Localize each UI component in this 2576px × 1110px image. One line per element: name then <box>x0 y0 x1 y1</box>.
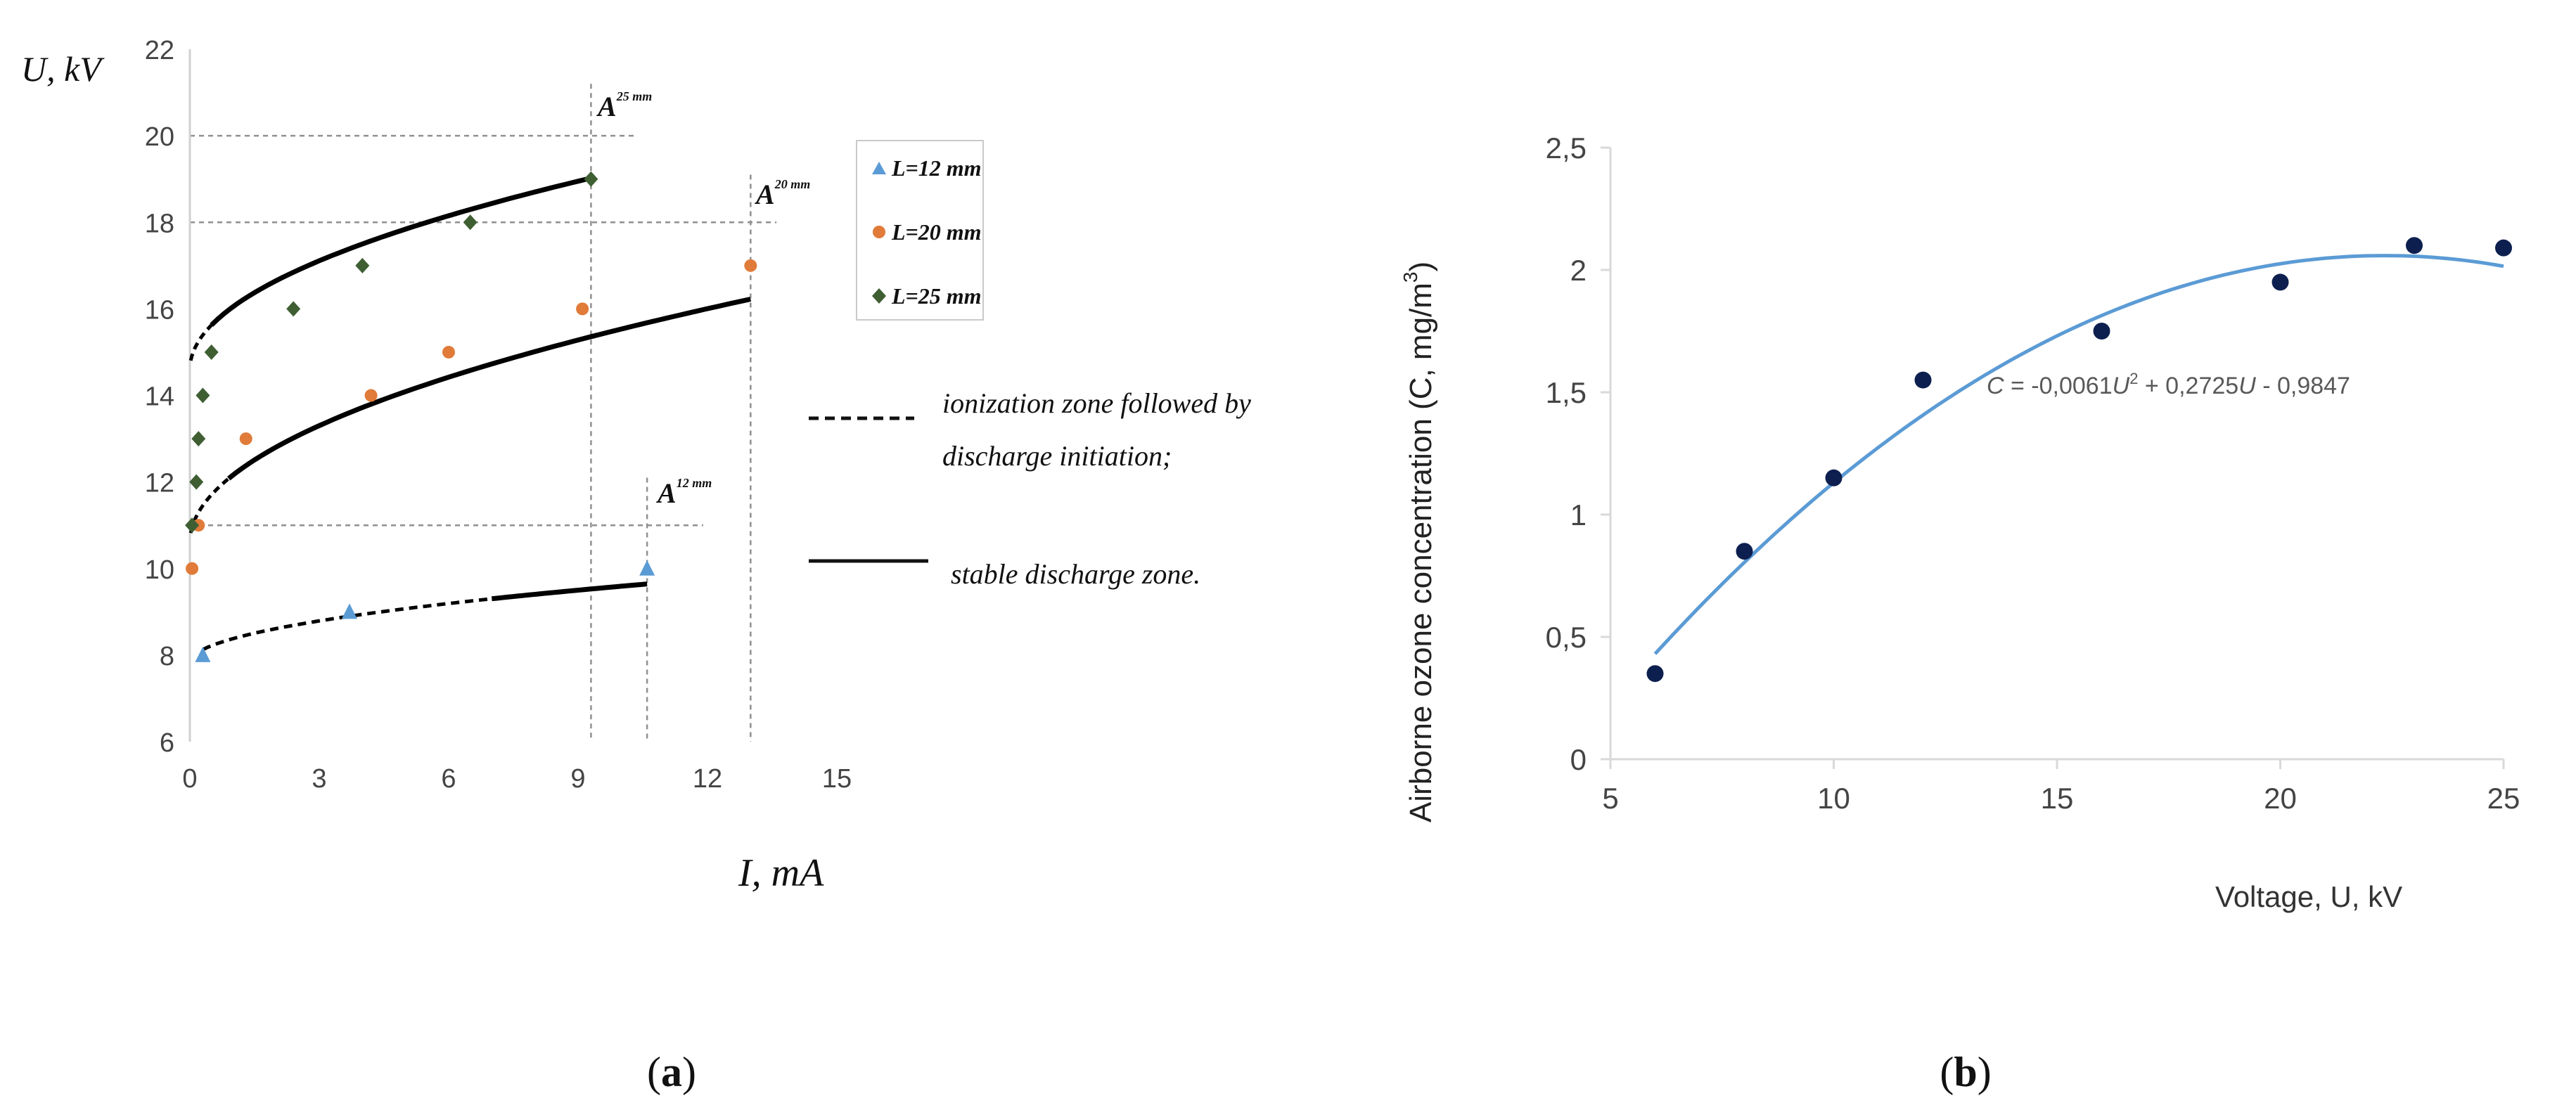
a-point-l25 <box>584 171 598 187</box>
a-y-tick-label: 12 <box>145 469 174 498</box>
a-point-l20 <box>442 345 455 359</box>
b-x-tick-label: 25 <box>2487 782 2520 815</box>
a-point-l25 <box>355 257 370 273</box>
b-x-axis-title: Voltage, U, kV <box>2215 880 2402 913</box>
b-y-tick-label: 0,5 <box>1546 621 1587 654</box>
a-point-l20 <box>239 432 252 446</box>
a-y-tick-label: 18 <box>145 209 174 238</box>
a-point-l12 <box>195 646 211 662</box>
panel-b-caption: (b) <box>1940 1049 1991 1095</box>
a-curve-25-ionization <box>188 323 213 361</box>
a-point-l20 <box>576 302 589 316</box>
a-x-tick-label: 15 <box>822 764 852 794</box>
a-legend: L=12 mm L=20 mm L=25 mm <box>856 140 984 321</box>
a-point-l25 <box>286 301 301 317</box>
a-point-l25 <box>191 431 206 447</box>
a-point-l20 <box>186 562 199 575</box>
panel-a-caption: (a) <box>647 1049 696 1095</box>
a-point-l20 <box>364 389 378 402</box>
a-curve-12-stable <box>491 581 648 602</box>
a-point-l25 <box>185 517 200 534</box>
a-fitted-curves <box>188 175 752 652</box>
a-curve-20-ionization <box>188 477 230 534</box>
a-point-l25 <box>463 214 478 231</box>
b-data-point <box>2093 323 2110 340</box>
b-trendline-curve <box>1653 254 2504 655</box>
a-curve-20-stable <box>227 297 752 481</box>
a-point-l12 <box>341 603 357 619</box>
b-x-tick-label: 5 <box>1602 782 1618 815</box>
a-y-tick-label: 8 <box>160 642 174 671</box>
b-data-point <box>1825 469 1843 486</box>
a-legend-diamond-icon <box>872 288 886 304</box>
a-legend-triangle-icon <box>872 162 886 174</box>
a-x-axis-title: I, mA <box>738 851 824 895</box>
b-data-point <box>2495 239 2512 257</box>
b-data-points <box>1646 237 2512 683</box>
b-trendline-gap <box>1975 339 1996 360</box>
a-y-tick-label: 10 <box>145 555 174 585</box>
a-legend-label-12: L=12 mm <box>891 155 982 181</box>
b-y-tick-label: 1,5 <box>1546 376 1587 409</box>
b-data-point <box>2271 273 2289 291</box>
b-data-point <box>1736 543 1753 560</box>
b-y-tick-label: 0 <box>1570 743 1587 776</box>
a-axes: 6 8 10 12 14 16 18 20 22 0 3 6 9 12 15 <box>145 36 852 794</box>
b-y-tick-label: 1 <box>1570 498 1587 531</box>
a-x-tick-label: 6 <box>441 764 456 794</box>
a-y-tick-label: 6 <box>160 728 174 758</box>
a-legend-label-20: L=20 mm <box>891 219 982 245</box>
a-reference-guides <box>190 84 777 742</box>
a-ref-label-20: A20 mm <box>754 177 810 210</box>
a-curve-25-stable <box>210 175 592 327</box>
b-y-axis-title: Airborne ozone concentration (C, mg/m3) <box>1399 262 1438 822</box>
b-y-tick-label: 2 <box>1570 254 1587 287</box>
b-trendline <box>1653 254 2504 655</box>
a-point-l25 <box>196 387 210 404</box>
b-trend-equation: C = -0,0061U2 + 0,2725U - 0,9847 <box>1987 370 2350 399</box>
b-x-tick-label: 15 <box>2041 782 2074 815</box>
b-x-tick-label: 10 <box>1817 782 1850 815</box>
b-data-point <box>1646 665 1664 683</box>
a-x-tick-label: 12 <box>693 764 722 794</box>
a-legend-solid-text: stable discharge zone. <box>951 558 1200 590</box>
b-data-point <box>2406 237 2423 254</box>
a-curve-12-ionization <box>202 597 492 652</box>
a-legend-frame <box>856 140 984 321</box>
b-axes: 0 0,5 1 1,5 2 2,5 5 10 15 20 25 <box>1546 131 2520 815</box>
a-y-tick-label: 14 <box>145 382 174 412</box>
a-point-l25 <box>189 474 204 490</box>
a-line-style-legend: ionization zone followed by discharge in… <box>809 387 1251 590</box>
a-y-axis-title: U, kV <box>21 49 105 89</box>
a-x-tick-label: 9 <box>570 764 585 794</box>
a-legend-dashed-text-1: ionization zone followed by <box>942 387 1251 419</box>
a-point-l25 <box>204 344 219 360</box>
b-data-point <box>1914 371 1932 389</box>
a-legend-label-25: L=25 mm <box>891 283 982 309</box>
a-point-l12 <box>639 560 655 576</box>
panel-b-chart: 0 0,5 1 1,5 2 2,5 5 10 15 20 25 Airborne ozone con… <box>1399 131 2520 913</box>
a-ref-label-12: A12 mm <box>655 476 712 509</box>
a-data-points <box>185 171 757 662</box>
a-ref-label-25: A25 mm <box>596 89 652 122</box>
a-x-tick-label: 3 <box>312 764 326 794</box>
a-legend-dashed-text-2: discharge initiation; <box>942 440 1172 472</box>
a-x-tick-label: 0 <box>182 764 197 794</box>
a-point-l20 <box>744 259 757 272</box>
panel-a-chart: 6 8 10 12 14 16 18 20 22 0 3 6 9 12 15 U, kV I, mA A25… <box>21 36 1251 895</box>
b-x-tick-label: 20 <box>2264 782 2297 815</box>
a-y-tick-label: 16 <box>145 295 174 325</box>
a-legend-circle-icon <box>873 226 885 238</box>
a-y-tick-label: 22 <box>145 36 174 65</box>
b-y-tick-label: 2,5 <box>1546 131 1587 164</box>
a-y-tick-label: 20 <box>145 122 174 152</box>
